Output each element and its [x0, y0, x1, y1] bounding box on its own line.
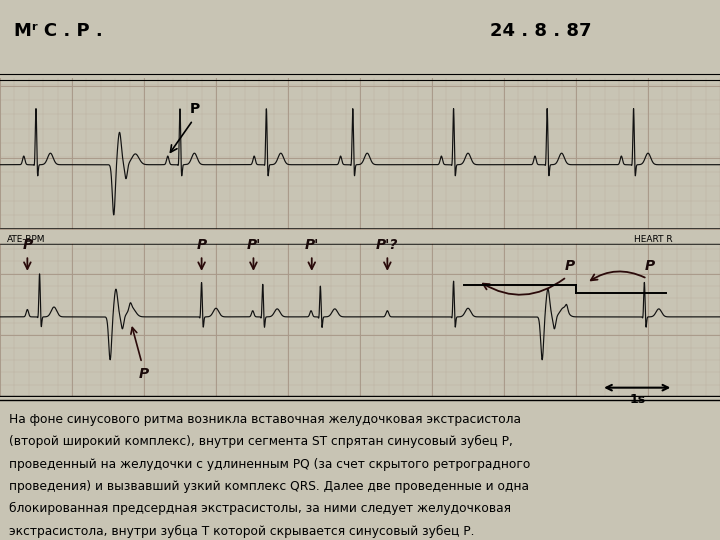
Text: 24 . 8 . 87: 24 . 8 . 87 — [490, 22, 591, 40]
Text: P: P — [139, 367, 149, 381]
Text: На фоне синусового ритма возникла вставочная желудочковая экстрасистола: На фоне синусового ритма возникла вставо… — [9, 413, 521, 426]
Text: ATE-BPM: ATE-BPM — [7, 235, 45, 244]
Text: блокированная предсердная экстрасистолы, за ними следует желудочковая: блокированная предсердная экстрасистолы,… — [9, 502, 510, 516]
Text: экстрасистола, внутри зубца Т которой скрывается синусовый зубец Р.: экстрасистола, внутри зубца Т которой ск… — [9, 525, 474, 538]
Text: проведения) и вызвавший узкий комплекс QRS. Далее две проведенные и одна: проведения) и вызвавший узкий комплекс Q… — [9, 480, 528, 493]
Text: P': P' — [246, 238, 261, 252]
Text: (второй широкий комплекс), внутри сегмента ST спрятан синусовый зубец Р,: (второй широкий комплекс), внутри сегмен… — [9, 435, 513, 448]
Text: 1s: 1s — [629, 393, 645, 406]
Text: P: P — [565, 259, 575, 273]
Text: проведенный на желудочки с удлиненным PQ (за счет скрытого ретроградного: проведенный на желудочки с удлиненным PQ… — [9, 457, 530, 470]
Text: P': P' — [305, 238, 319, 252]
Text: HEART R: HEART R — [634, 235, 672, 244]
Text: P: P — [644, 259, 654, 273]
Text: P'?: P'? — [376, 238, 399, 252]
Text: P: P — [190, 102, 200, 116]
Text: P: P — [197, 238, 207, 252]
Text: P: P — [22, 238, 32, 252]
Text: Mʳ C . P .: Mʳ C . P . — [14, 22, 103, 40]
